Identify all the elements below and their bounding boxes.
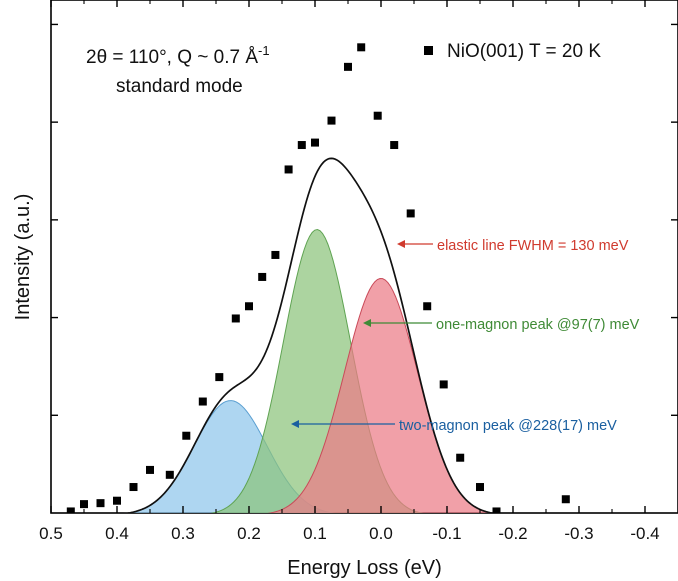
background-band: [64, 515, 638, 531]
annotation-condition-superscript: -1: [258, 43, 270, 58]
data-point: [284, 165, 293, 174]
data-point: [297, 141, 306, 150]
x-tick-labels: 0.5 0.4 0.3 0.2 0.1 0.0 -0.1 -0.2 -0.3 -0.4: [39, 524, 659, 543]
callout-label: two-magnon peak @228(17) meV: [399, 418, 617, 434]
peak-0: [267, 277, 495, 513]
data-point: [611, 523, 619, 531]
data-point: [231, 314, 240, 323]
x-tick-label: 0.0: [369, 524, 393, 543]
background-band-layer: [64, 515, 638, 531]
ticks-layer: [50, 0, 678, 513]
peaks-layer: [125, 229, 495, 513]
x-tick-label: -0.4: [630, 524, 659, 543]
data-point: [198, 397, 207, 406]
x-tick-label: 0.2: [237, 524, 261, 543]
y-axis-title: Intensity (a.u.): [12, 194, 34, 321]
fit-curve: [123, 157, 497, 513]
x-tick-label: 0.5: [39, 524, 63, 543]
callouts-layer: elastic line FWHM = 130 meV one-magnon pe…: [291, 238, 640, 434]
data-point: [146, 465, 154, 474]
x-tick-label: 0.3: [171, 524, 195, 543]
data-point: [423, 302, 432, 311]
data-point: [245, 302, 253, 311]
x-tick-label: 0.4: [105, 524, 129, 543]
data-points-layer: [66, 43, 669, 533]
data-point: [390, 141, 399, 150]
data-point: [509, 515, 517, 523]
legend-marker: [424, 46, 433, 55]
x-tick-label: -0.1: [432, 524, 461, 543]
annotation-condition-text: 2θ = 110°, Q ~ 0.7 Å: [86, 47, 258, 68]
fit-layer: [123, 157, 497, 513]
data-point: [327, 116, 336, 125]
data-point: [215, 373, 224, 382]
data-point: [66, 507, 75, 513]
data-point: [96, 499, 105, 508]
data-point: [492, 507, 501, 513]
data-point: [545, 520, 553, 528]
x-tick-label: 0.1: [303, 524, 327, 543]
data-point: [271, 250, 280, 259]
data-point: [182, 431, 191, 440]
legend-label: NiO(001) T = 20 K: [447, 41, 601, 62]
data-point: [165, 470, 174, 479]
data-point: [129, 483, 138, 492]
data-point: [561, 495, 570, 504]
x-axis-title: Energy Loss (eV): [287, 557, 442, 579]
data-point: [344, 62, 352, 71]
callout-arrow-head: [291, 420, 299, 428]
annotation-scattering-condition: 2θ = 110°, Q ~ 0.7 Å-1: [86, 43, 270, 68]
data-point: [258, 272, 267, 281]
data-point: [595, 521, 603, 529]
data-point: [357, 43, 366, 52]
data-point: [113, 496, 121, 505]
data-point: [439, 380, 448, 389]
data-point: [80, 500, 88, 509]
callout-label: elastic line FWHM = 130 meV: [437, 238, 629, 254]
x-tick-label: -0.3: [564, 524, 593, 543]
data-point: [406, 209, 415, 218]
callout-arrow-head: [397, 240, 405, 248]
data-point: [311, 138, 319, 147]
data-point: [373, 111, 382, 120]
data-point: [456, 453, 465, 462]
annotation-mode: standard mode: [116, 76, 243, 97]
x-tick-label: -0.2: [498, 524, 527, 543]
callout-arrow-head: [363, 319, 371, 327]
data-point: [661, 525, 669, 533]
data-point: [476, 483, 484, 492]
callout-label: one-magnon peak @97(7) meV: [436, 317, 640, 333]
